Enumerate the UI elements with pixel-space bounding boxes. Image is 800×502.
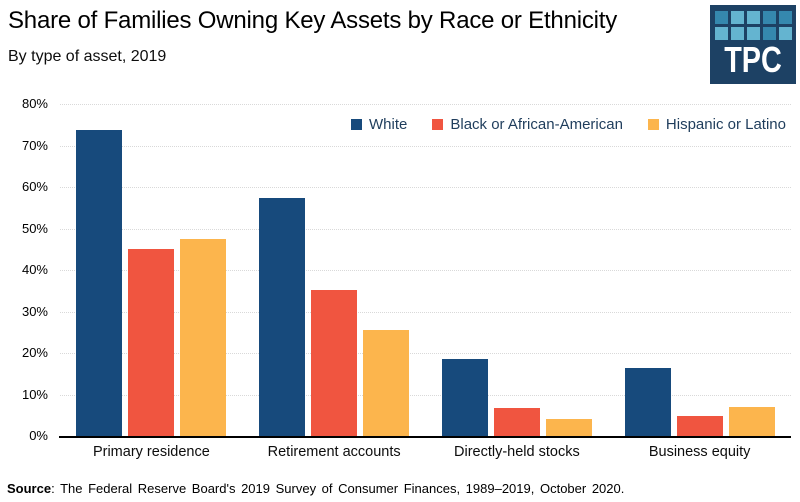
chart-subtitle: By type of asset, 2019 — [8, 48, 167, 65]
x-category-label-business-equity: Business equity — [648, 444, 751, 460]
y-tick-label-40: 40% — [21, 262, 48, 277]
tpc-logo: TPC — [710, 5, 796, 84]
bar-directly-held-stocks-hispanic-or-latino — [545, 418, 592, 436]
y-tick-label-20: 20% — [21, 345, 48, 360]
logo-tile-icon — [746, 11, 760, 24]
y-tick-label-80: 80% — [21, 96, 48, 111]
tpc-logo-tiles-icon — [710, 11, 796, 40]
gridline-50 — [60, 228, 791, 230]
gridline-60 — [60, 187, 791, 188]
logo-tile-icon — [778, 27, 792, 40]
x-axis-line — [59, 436, 791, 438]
bar-business-equity-black-or-african-american — [676, 416, 723, 436]
logo-tile-icon — [730, 11, 744, 24]
gridline-80 — [60, 104, 791, 105]
logo-tile-icon — [714, 11, 728, 24]
plot-area — [59, 104, 791, 438]
source-text: : The Federal Reserve Board's 2019 Surve… — [51, 481, 625, 496]
y-tick-label-70: 70% — [21, 137, 48, 153]
gridline-30 — [60, 311, 791, 313]
legend-label: Hispanic or Latino — [665, 116, 786, 133]
legend-swatch-icon — [351, 119, 363, 130]
legend-item-black-or-african-american: Black or African-American — [432, 116, 623, 133]
legend-item-white: White — [351, 116, 407, 133]
bar-group-retirement-accounts — [243, 104, 426, 436]
legend-label: Black or African-American — [450, 116, 623, 133]
y-tick-label-10: 10% — [21, 386, 48, 402]
gridline-20 — [60, 353, 791, 354]
logo-tile-icon — [778, 11, 792, 24]
tpc-logo-text: TPC — [724, 39, 782, 80]
legend: White Black or African-American Hispanic o… — [351, 116, 786, 133]
logo-tile-icon — [762, 11, 776, 24]
source-label: Source — [7, 481, 52, 496]
bar-primary-residence-hispanic-or-latino — [180, 238, 227, 436]
bar-group-business-equity — [608, 104, 791, 436]
legend-swatch-icon — [647, 119, 659, 130]
chart-title: Share of Families Owning Key Assets by R… — [8, 7, 618, 34]
bar-business-equity-hispanic-or-latino — [728, 406, 775, 436]
legend-swatch-icon — [432, 119, 444, 130]
gridline-70 — [60, 145, 791, 147]
bar-retirement-accounts-black-or-african-american — [311, 290, 358, 436]
y-tick-label-50: 50% — [21, 220, 48, 236]
x-axis-labels: Primary residence Retirement accounts Dire… — [60, 444, 791, 460]
logo-tile-icon — [762, 27, 776, 40]
logo-tile-icon — [746, 27, 760, 40]
bar-groups — [60, 104, 791, 436]
bar-primary-residence-black-or-african-american — [128, 249, 175, 436]
legend-item-hispanic-or-latino: Hispanic or Latino — [647, 116, 786, 133]
x-category-label-primary-residence: Primary residence — [92, 444, 210, 460]
bar-primary-residence-white — [76, 130, 123, 436]
gridline-40 — [60, 270, 791, 271]
bar-directly-held-stocks-black-or-african-american — [493, 408, 540, 436]
x-category-label-directly-held-stocks: Directly-held stocks — [454, 444, 580, 460]
logo-tile-icon — [730, 27, 744, 40]
y-tick-label-0: 0% — [29, 428, 48, 443]
bar-group-primary-residence — [60, 104, 243, 436]
y-tick-label-60: 60% — [21, 179, 48, 194]
logo-tile-icon — [714, 27, 728, 40]
bar-group-directly-held-stocks — [426, 104, 609, 436]
bar-retirement-accounts-hispanic-or-latino — [363, 330, 410, 436]
bar-retirement-accounts-white — [259, 198, 306, 436]
source-note: Source: The Federal Reserve Board's 2019… — [7, 481, 624, 496]
bar-business-equity-white — [624, 367, 671, 436]
bar-directly-held-stocks-white — [441, 358, 488, 436]
gridline-10 — [60, 394, 791, 396]
x-category-label-retirement-accounts: Retirement accounts — [267, 444, 401, 460]
legend-label: White — [369, 116, 408, 133]
y-tick-label-30: 30% — [21, 303, 48, 319]
